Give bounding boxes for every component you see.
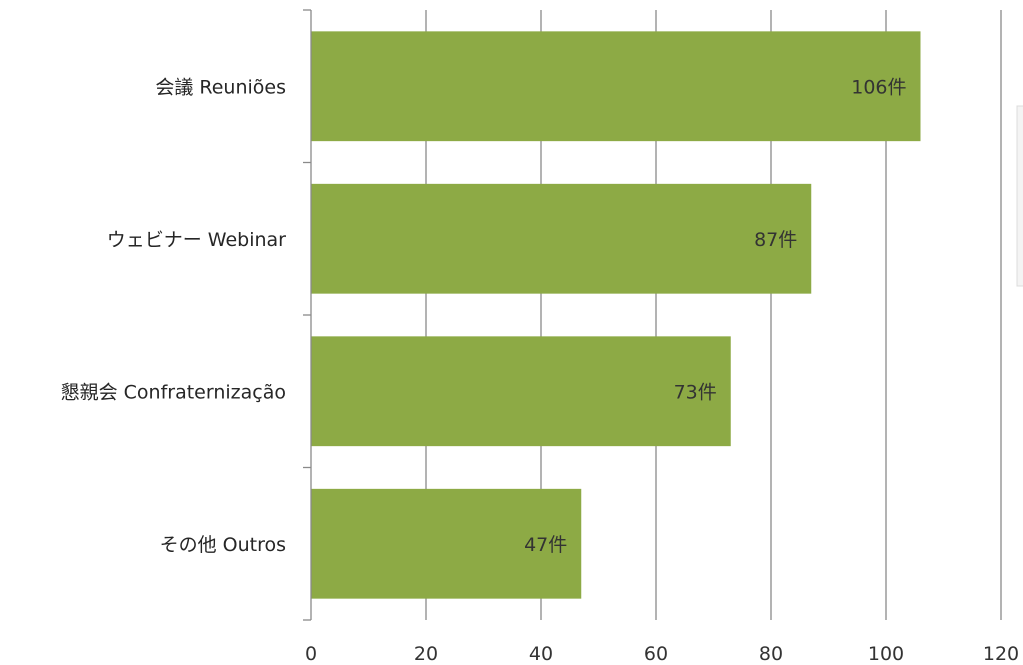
bar-1 [311, 183, 812, 294]
bar-0 [311, 31, 921, 142]
bars [311, 31, 921, 599]
category-label-0: 会議 Reuniões [155, 76, 286, 98]
x-tick-label-120: 120 [983, 643, 1019, 665]
x-tick-label-60: 60 [644, 643, 668, 665]
x-tick-label-40: 40 [529, 643, 553, 665]
bar-3 [311, 488, 582, 599]
x-tick-label-80: 80 [759, 643, 783, 665]
labels: 0 20 40 60 80 100 120 106件 会議 Reuniões 87件 ウェビナー W… [61, 76, 1020, 665]
data-label-2: 73件 [674, 381, 717, 403]
data-label-1: 87件 [754, 229, 797, 251]
category-label-2: 懇親会 Confraternização [61, 381, 286, 403]
x-tick-label-20: 20 [414, 643, 438, 665]
legend-box [1016, 105, 1023, 287]
bar-2 [311, 336, 731, 447]
legend-fragment [1016, 105, 1023, 287]
x-tick-label-0: 0 [305, 643, 317, 665]
data-label-0: 106件 [851, 76, 906, 98]
category-label-1: ウェビナー Webinar [107, 229, 286, 251]
x-tick-label-100: 100 [868, 643, 904, 665]
data-label-3: 47件 [524, 534, 567, 556]
category-label-3: その他 Outros [160, 534, 286, 556]
axes [303, 9, 312, 621]
